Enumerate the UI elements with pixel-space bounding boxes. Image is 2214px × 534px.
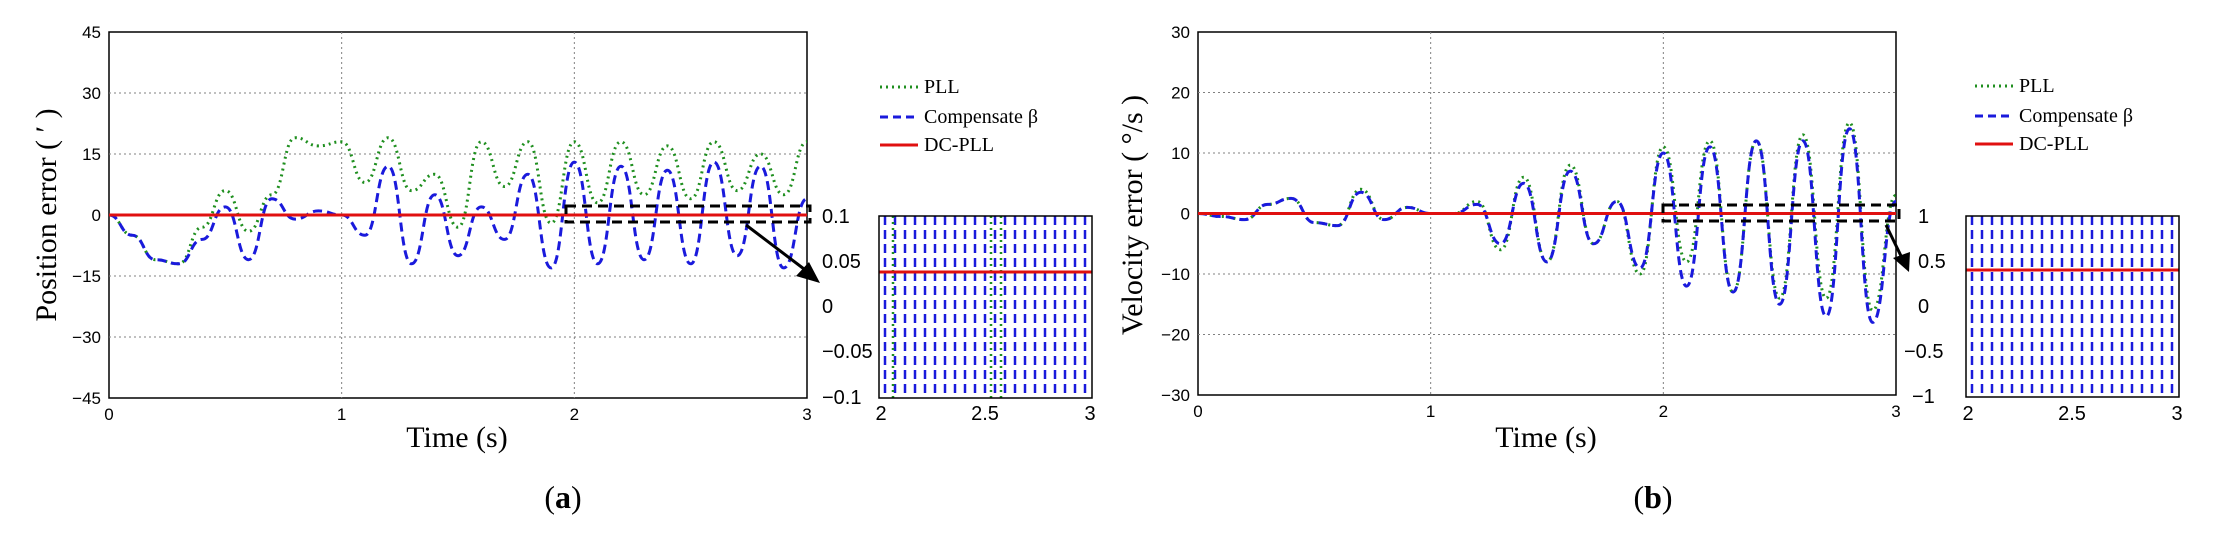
inset-b-ytick: −1 <box>1912 386 1935 408</box>
panel-a-zoom-arrowhead <box>796 262 820 283</box>
series-line <box>108 160 808 270</box>
panel-b-caption: (b) <box>1633 479 1672 515</box>
panel-a-y-axis-label: Position error ( ′ ) <box>30 108 63 321</box>
y-tick-label: 20 <box>1171 84 1190 103</box>
y-tick-label: −10 <box>1161 265 1190 284</box>
legend-dcpll-label: DC-PLL <box>2019 133 2089 155</box>
inset-b-ytick: 1 <box>1918 206 1929 228</box>
panel-a-x-ticks: 0 1 2 3 <box>104 405 811 424</box>
panel-a-x-axis-label: Time (s) <box>406 421 507 454</box>
y-tick-label: 30 <box>82 84 101 103</box>
panel-b-inset-frame <box>1965 215 2180 398</box>
inset-a-ytick: 0.05 <box>822 251 861 273</box>
inset-a-xtick: 3 <box>1084 403 1095 425</box>
series-line <box>1197 127 1898 324</box>
panel-b-x-ticks: 0 1 2 3 <box>1193 402 1900 421</box>
x-tick-label: 1 <box>1426 402 1435 421</box>
inset-b-xtick: 2 <box>1962 403 1973 425</box>
panel-a-inset-lines <box>879 216 1092 398</box>
panel-a-lines <box>108 136 808 270</box>
panel-a-inset: 0.1 0.05 0 −0.05 −0.1 2 2.5 3 <box>822 206 1096 425</box>
inset-a-xtick: 2 <box>875 403 886 425</box>
y-tick-label: −15 <box>72 267 101 286</box>
x-tick-label: 2 <box>570 405 579 424</box>
legend-dcpll-label: DC-PLL <box>924 134 994 156</box>
panel-a-zoom-box <box>564 204 812 224</box>
panel-b-zoom-arrow <box>1884 224 1904 259</box>
panel-a-legend: PLL Compensate β DC-PLL <box>880 76 1038 156</box>
legend-pll-label: PLL <box>924 76 960 98</box>
x-tick-label: 3 <box>802 405 811 424</box>
panel-b-zoom-arrowhead <box>1893 252 1910 272</box>
inset-a-xtick: 2.5 <box>971 403 999 425</box>
y-tick-label: 10 <box>1171 144 1190 163</box>
inset-a-ytick: 0 <box>822 296 833 318</box>
panel-b-y-axis-label: Velocity error ( °/s ) <box>1116 95 1149 335</box>
x-tick-label: 0 <box>1193 402 1202 421</box>
panel-b-y-ticks: 30 20 10 0 −10 −20 −30 <box>1161 23 1190 405</box>
y-tick-label: 0 <box>92 206 101 225</box>
inset-b-ytick: 0.5 <box>1918 251 1946 273</box>
y-tick-label: −30 <box>72 328 101 347</box>
x-tick-label: 2 <box>1659 402 1668 421</box>
y-tick-label: −20 <box>1161 326 1190 345</box>
panel-b-inset: 1 0.5 0 −0.5 −1 2 2.5 3 <box>1904 206 2183 425</box>
legend-compensate-label: Compensate β <box>924 106 1038 128</box>
y-tick-label: −30 <box>1161 386 1190 405</box>
panel-a-inset-frame <box>878 215 1093 399</box>
y-tick-label: 0 <box>1181 205 1190 224</box>
legend-compensate-label: Compensate β <box>2019 105 2133 127</box>
y-tick-label: −45 <box>72 389 101 408</box>
panel-a-zoom-arrow <box>745 223 809 274</box>
x-tick-label: 1 <box>337 405 346 424</box>
panel-b-legend: PLL Compensate β DC-PLL <box>1975 75 2133 155</box>
inset-a-ytick: 0.1 <box>822 206 850 228</box>
x-tick-label: 3 <box>1891 402 1900 421</box>
panel-b-zoom-box <box>1661 203 1901 223</box>
inset-b-ytick: −0.5 <box>1904 341 1943 363</box>
panel-b-lines <box>1197 121 1898 324</box>
panel-a-y-ticks: 45 30 15 0 −15 −30 −45 <box>72 23 101 408</box>
x-tick-label: 0 <box>104 405 113 424</box>
inset-b-xtick: 3 <box>2171 403 2182 425</box>
y-tick-label: 15 <box>82 145 101 164</box>
inset-a-ytick: −0.1 <box>822 387 861 409</box>
panel-a-caption: (a) <box>544 479 581 515</box>
inset-a-ytick: −0.05 <box>822 341 873 363</box>
series-line <box>108 136 808 266</box>
panel-b-inset-lines <box>1966 216 2179 397</box>
legend-pll-label: PLL <box>2019 75 2055 97</box>
y-tick-label: 30 <box>1171 23 1190 42</box>
inset-b-xtick: 2.5 <box>2058 403 2086 425</box>
panel-b-x-axis-label: Time (s) <box>1495 421 1596 454</box>
inset-b-ytick: 0 <box>1918 296 1929 318</box>
y-tick-label: 45 <box>82 23 101 42</box>
